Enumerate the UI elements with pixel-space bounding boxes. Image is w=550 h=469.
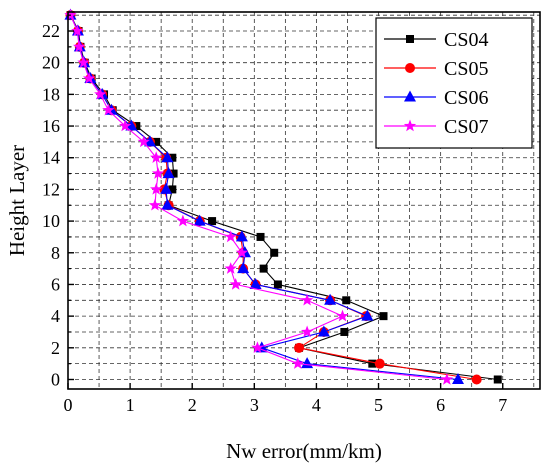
data-point-cs07 — [176, 214, 190, 227]
data-point-cs07 — [251, 341, 264, 354]
data-point-cs05 — [471, 374, 482, 385]
legend-item-cs06: CS06 — [384, 87, 488, 109]
x-tick-label: 2 — [188, 395, 197, 415]
data-point-cs06 — [162, 167, 175, 179]
plot-frame — [67, 11, 541, 390]
data-point-cs07 — [64, 8, 77, 21]
series-cs07 — [64, 8, 454, 385]
legend-marker — [404, 90, 416, 102]
legend-label: CS05 — [444, 58, 488, 80]
data-point-cs07 — [224, 262, 237, 274]
data-point-cs07 — [94, 87, 107, 100]
legend-item-cs04: CS04 — [384, 29, 488, 51]
data-point-cs04 — [169, 169, 178, 178]
data-point-cs06 — [161, 198, 174, 210]
data-point-cs07 — [235, 246, 249, 259]
y-tick-label: 8 — [51, 243, 60, 263]
data-point-cs06 — [452, 372, 465, 384]
data-point-cs06 — [361, 309, 374, 321]
legend-label: CS06 — [444, 87, 488, 109]
legend-item-cs07: CS07 — [384, 116, 488, 138]
data-point-cs07 — [300, 325, 314, 338]
y-tick-label: 20 — [42, 53, 60, 73]
data-point-cs07 — [224, 230, 237, 243]
x-tick-label: 3 — [250, 395, 259, 415]
data-point-cs06 — [125, 119, 138, 131]
data-point-cs07 — [82, 72, 96, 84]
x-tick-label: 1 — [126, 395, 135, 415]
data-point-cs07 — [336, 309, 349, 322]
data-point-cs06 — [193, 214, 206, 226]
data-point-cs07 — [148, 198, 162, 211]
data-point-cs04 — [259, 264, 268, 273]
data-point-cs06 — [143, 135, 156, 147]
legend-label: CS07 — [444, 116, 488, 138]
data-point-cs04 — [273, 280, 282, 289]
legend: CS04 CS05 CS06 CS07 — [375, 17, 533, 149]
data-point-cs07 — [291, 357, 304, 369]
y-tick-label: 2 — [51, 338, 60, 358]
y-tick-label: 18 — [42, 84, 60, 104]
data-point-cs04 — [368, 359, 377, 368]
data-point-cs04 — [152, 137, 161, 146]
data-point-cs04 — [256, 232, 265, 241]
x-tick-label: 6 — [436, 395, 445, 415]
legend-marker — [403, 119, 417, 132]
legend-marker — [406, 35, 414, 43]
x-tick-label: 5 — [374, 395, 383, 415]
data-point-cs05 — [294, 342, 305, 353]
data-point-cs07 — [102, 103, 115, 116]
legend-marker — [405, 63, 415, 73]
data-point-cs04 — [379, 312, 388, 321]
x-tick-label: 7 — [498, 395, 507, 415]
data-point-cs04 — [270, 248, 279, 257]
data-point-cs06 — [161, 151, 174, 163]
data-point-cs04 — [493, 375, 502, 384]
data-point-cs04 — [208, 217, 217, 226]
legend-item-cs05: CS05 — [384, 58, 488, 80]
data-point-cs06 — [317, 325, 330, 337]
data-point-cs07 — [118, 119, 132, 132]
data-point-cs07 — [150, 182, 163, 195]
data-point-cs07 — [77, 56, 90, 68]
data-point-cs07 — [73, 40, 86, 53]
y-tick-label: 6 — [51, 274, 60, 294]
y-tick-label: 4 — [51, 306, 60, 326]
data-point-cs07 — [137, 135, 150, 148]
y-tick-label: 10 — [42, 211, 60, 231]
y-tick-label: 16 — [42, 116, 60, 136]
data-point-cs07 — [151, 167, 165, 179]
y-tick-label: 22 — [42, 21, 60, 41]
data-point-cs07 — [440, 373, 454, 385]
x-tick-label: 4 — [312, 395, 321, 415]
data-point-cs07 — [150, 151, 163, 163]
data-point-cs06 — [160, 182, 173, 194]
legend-label: CS04 — [444, 29, 488, 51]
data-point-cs04 — [342, 296, 351, 305]
series-layer — [64, 8, 502, 385]
x-tick-label: 0 — [64, 395, 73, 415]
data-point-cs04 — [168, 153, 177, 162]
data-point-cs06 — [324, 293, 337, 305]
data-point-cs06 — [249, 277, 262, 289]
data-point-cs06 — [237, 262, 250, 274]
data-point-cs07 — [71, 24, 84, 37]
data-point-cs04 — [340, 327, 349, 336]
y-tick-label: 12 — [42, 179, 60, 199]
y-axis-title: Height Layer — [5, 145, 29, 256]
data-point-cs04 — [168, 185, 177, 194]
y-tick-label: 14 — [42, 148, 60, 168]
data-point-cs07 — [229, 277, 242, 290]
y-tick-label: 0 — [51, 369, 60, 389]
data-point-cs07 — [300, 293, 314, 306]
data-point-cs06 — [235, 230, 248, 242]
data-point-cs05 — [374, 358, 385, 369]
x-axis-title: Nw error(mm/km) — [226, 439, 382, 463]
